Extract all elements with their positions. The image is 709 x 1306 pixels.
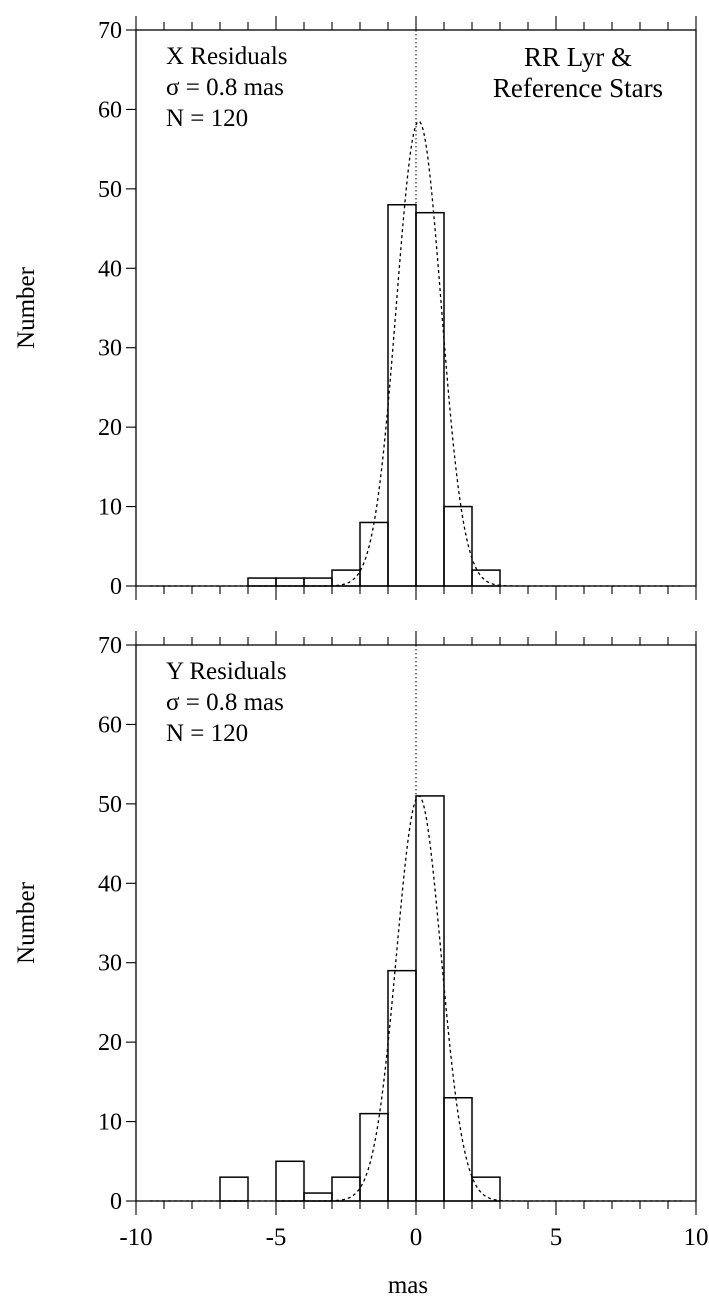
y-tick-label: 20 bbox=[98, 415, 122, 441]
histogram-bar bbox=[359, 1112, 389, 1202]
x-axis-label: mas bbox=[388, 1272, 428, 1299]
corner-label-line: Reference Stars bbox=[493, 73, 663, 103]
x-residuals-panel: 0 10 20 30 40 50 60 70 Number X Residuals σ = 0.8 … bbox=[13, 16, 697, 600]
histogram-bar bbox=[471, 1176, 501, 1202]
corner-label-line: RR Lyr & bbox=[524, 42, 632, 72]
histogram-bar bbox=[415, 211, 445, 587]
x-tick-label: 0 bbox=[410, 1224, 423, 1251]
histogram-bar bbox=[443, 1096, 473, 1202]
annotation-line: N = 120 bbox=[166, 720, 248, 747]
histogram-bar bbox=[303, 577, 333, 587]
y-tick-label: 30 bbox=[98, 336, 122, 362]
y-axis-label: Number bbox=[13, 266, 40, 349]
x-tick-label: 10 bbox=[684, 1224, 709, 1251]
x-tick-label: 5 bbox=[550, 1224, 563, 1251]
y-tick-label: 10 bbox=[98, 495, 122, 521]
y-axis-label: Number bbox=[13, 881, 40, 964]
histogram-bar bbox=[303, 1192, 333, 1202]
annotation-line: X Residuals bbox=[166, 43, 288, 70]
annotation-line: σ = 0.8 mas bbox=[166, 74, 284, 101]
x-tick-label: -5 bbox=[266, 1224, 287, 1251]
histogram-bar bbox=[387, 969, 417, 1202]
histogram-bar bbox=[275, 577, 305, 587]
gaussian-fit-curve bbox=[150, 795, 682, 1202]
y-tick-label: 70 bbox=[98, 633, 122, 659]
y-tick-label: 0 bbox=[110, 574, 122, 600]
histogram-bar bbox=[415, 795, 445, 1202]
histogram-bar bbox=[331, 1176, 361, 1202]
y-tick-label: 50 bbox=[98, 792, 122, 818]
annotation-line: Y Residuals bbox=[166, 658, 287, 685]
x-tick-label: -10 bbox=[119, 1224, 152, 1251]
annotation-line: N = 120 bbox=[166, 105, 248, 132]
y-tick-label: 70 bbox=[98, 18, 122, 44]
y-tick-label: 40 bbox=[98, 871, 122, 897]
histogram-bar bbox=[247, 577, 277, 587]
histogram-bar bbox=[471, 569, 501, 587]
y-tick-label: 20 bbox=[98, 1030, 122, 1056]
histogram-bar bbox=[275, 1160, 305, 1202]
histogram-bar bbox=[219, 1176, 249, 1202]
histogram-bar bbox=[387, 203, 417, 587]
y-tick-label: 0 bbox=[110, 1189, 122, 1215]
y-tick-label: 50 bbox=[98, 177, 122, 203]
y-tick-label: 40 bbox=[98, 256, 122, 282]
y-tick-label: 60 bbox=[98, 712, 122, 738]
histogram-bar bbox=[443, 505, 473, 587]
y-tick-label: 60 bbox=[98, 97, 122, 123]
histogram-bar bbox=[359, 521, 389, 587]
y-tick-label: 10 bbox=[98, 1110, 122, 1136]
y-tick-label: 30 bbox=[98, 951, 122, 977]
gaussian-fit-curve bbox=[150, 120, 682, 587]
histogram-bar bbox=[331, 569, 361, 587]
annotation-line: σ = 0.8 mas bbox=[166, 689, 284, 716]
